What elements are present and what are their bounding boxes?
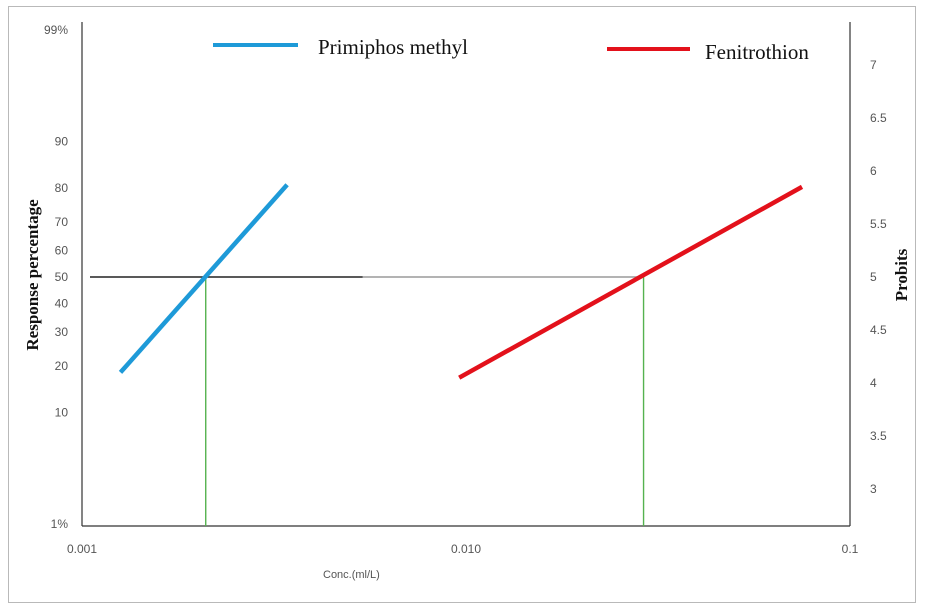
x-tick-label: 0.001 <box>67 542 97 556</box>
right-tick-label: 3 <box>870 482 877 496</box>
legend: Primiphos methyl Fenitrothion <box>213 35 809 64</box>
left-tick-label: 60 <box>55 244 69 258</box>
y-axis-label-right: Probits <box>892 248 911 301</box>
left-tick-label: 30 <box>55 325 69 339</box>
left-tick-label: 1% <box>51 517 69 531</box>
left-tick-label: 40 <box>55 296 69 310</box>
axes <box>81 22 851 527</box>
x-axis-label: Conc.(ml/L) <box>323 569 380 581</box>
right-tick-label: 6.5 <box>870 111 887 125</box>
right-tick-label: 7 <box>870 58 877 72</box>
series-line <box>458 184 804 380</box>
chart-frame <box>8 6 916 603</box>
legend-label-fenitrothion: Fenitrothion <box>705 40 809 64</box>
x-tick-label: 0.1 <box>842 542 859 556</box>
left-tick-label: 80 <box>55 181 69 195</box>
left-tick-label: 10 <box>55 406 69 420</box>
right-tick-label: 6 <box>870 164 877 178</box>
right-tick-label: 4 <box>870 376 877 390</box>
left-tick-label: 99% <box>44 23 68 37</box>
left-tick-label: 70 <box>55 215 69 229</box>
series-line <box>118 183 289 374</box>
right-tick-label: 5 <box>870 270 877 284</box>
left-tick-label: 50 <box>55 270 69 284</box>
right-tick-label: 5.5 <box>870 217 887 231</box>
legend-label-primiphos-methyl: Primiphos methyl <box>318 35 468 59</box>
left-tick-label: 90 <box>55 134 69 148</box>
right-tick-label: 4.5 <box>870 323 887 337</box>
y-axis-label-left: Response percentage <box>23 199 42 351</box>
series-lines <box>118 183 804 380</box>
right-tick-label: 3.5 <box>870 429 887 443</box>
x-tick-label: 0.010 <box>451 542 481 556</box>
tick-labels: 1% 10 20 30 40 50 60 70 80 90 99% 3 3.5 4 4.5 5 5.5 6 6.5 7… <box>44 23 887 556</box>
left-tick-label: 20 <box>55 359 69 373</box>
reference-lines <box>90 276 645 526</box>
